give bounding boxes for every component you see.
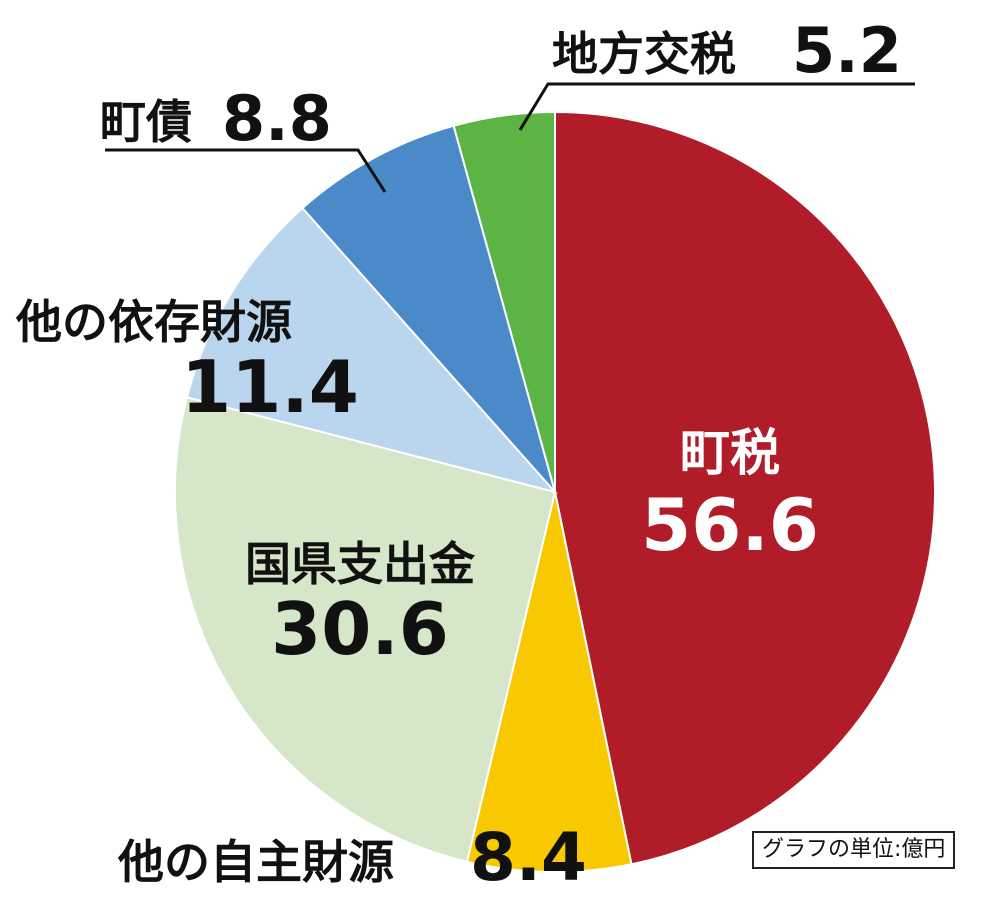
- pie-slice-machisai: [301, 124, 556, 493]
- leader-line-machisai: [105, 148, 387, 193]
- slice-label-ta-no-jishu-zaigen: 他の自主財源: [117, 835, 394, 889]
- slice-value-machisai: 8.8: [222, 82, 332, 155]
- slice-label-ta-no-izon-zaigen: 他の依存財源: [15, 295, 292, 349]
- slice-label-kokken-shishutsukin: 国県支出金: [245, 537, 476, 591]
- pie-slice-machizei: [554, 110, 936, 866]
- slice-value-chiho-kozei: 5.2: [792, 14, 902, 87]
- pie-slice-chiho-kozei: [452, 110, 556, 493]
- slice-label-chiho-kozei: 地方交税: [552, 27, 736, 81]
- leader-line-chiho-kozei: [518, 82, 915, 131]
- slice-label-machizei: 町税: [680, 424, 780, 482]
- slice-value-kokken-shishutsukin: 30.6: [271, 587, 449, 671]
- pie-slices: [174, 110, 936, 873]
- pie-slice-ta-no-jishu-zaigen: [465, 491, 633, 873]
- slice-value-machizei: 56.6: [641, 483, 819, 567]
- slice-label-machisai: 町債: [100, 95, 192, 149]
- slice-value-ta-no-izon-zaigen: 11.4: [181, 345, 359, 429]
- pie-slice-kokken-shishutsukin: [174, 396, 557, 863]
- slice-value-ta-no-jishu-zaigen: 8.4: [470, 819, 587, 896]
- unit-note: グラフの単位:億円: [752, 831, 956, 869]
- pie-slice-ta-no-izon-zaigen: [185, 206, 558, 494]
